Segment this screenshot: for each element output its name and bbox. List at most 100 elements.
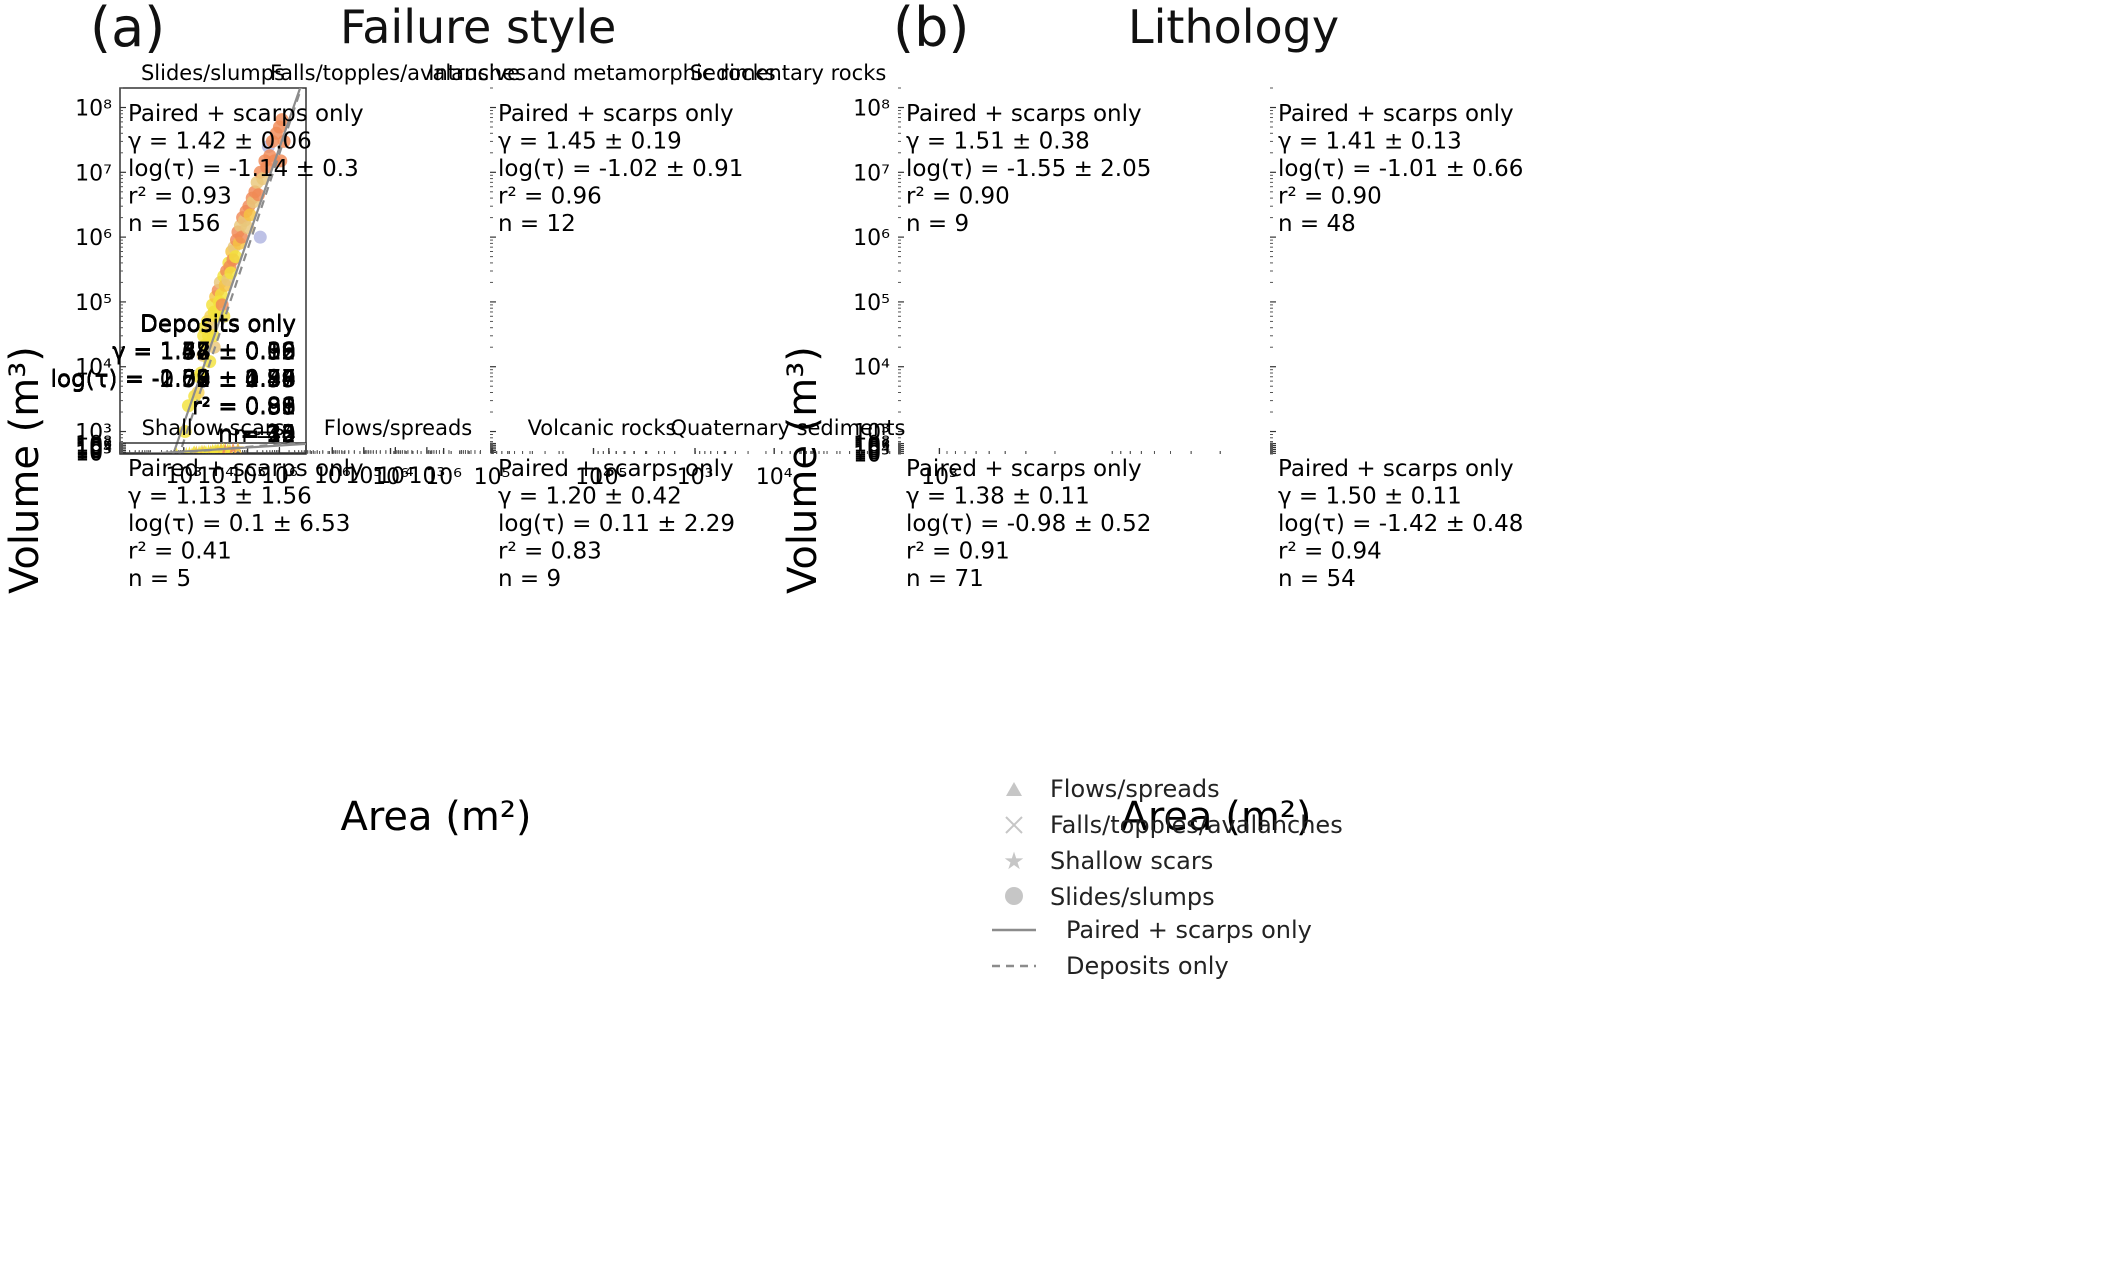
x-tick-label: 10³ (921, 465, 958, 490)
data-point-circle (547, 284, 560, 297)
fit-line-deposits (306, 30, 490, 688)
data-point-circle (445, 439, 458, 452)
data-layer (172, 88, 303, 454)
data-point-star: ★ (211, 440, 225, 459)
cross-stroke (359, 186, 371, 198)
fit-line-deposits (163, 443, 306, 453)
data-point-circle (689, 245, 702, 258)
annot-paired-label: Paired + scarps only (498, 456, 734, 482)
cross-stroke (348, 200, 360, 212)
data-point-circle (407, 146, 420, 159)
data-point-circle (702, 442, 715, 455)
data-point-circle (708, 442, 721, 455)
cross-stroke (619, 200, 631, 212)
annot-deposits-tau: log(τ) = -1.02 ± 1.49 (51, 367, 296, 393)
data-point-triangle (398, 153, 413, 166)
data-point-circle (573, 440, 586, 453)
data-point-circle (415, 439, 428, 452)
annot-deposits-gamma: γ = 1.47 ± 0.36 (112, 339, 296, 365)
y-tick-label: 10⁶ (853, 226, 890, 251)
data-point-circle (572, 443, 585, 456)
data-point-star: ★ (170, 444, 184, 463)
data-point-circle (569, 443, 582, 456)
annot-deposits-gamma: γ = 1.38 ± 0.15 (112, 340, 296, 366)
cross-stroke (358, 237, 370, 249)
annot-deposits-r2: r² = 0.98 (192, 395, 296, 421)
cross-stroke (370, 276, 382, 288)
data-point-circle (547, 443, 560, 456)
x-tick-label: 10⁵ (474, 465, 511, 490)
annot-deposits-label: Deposits only (140, 312, 296, 338)
annot-deposits-n: n = 35 (218, 421, 296, 447)
data-point-triangle (464, 438, 479, 451)
panel-shallow-scars: Shallow scars10³10⁴10⁵10⁶10³10⁴10⁵10⁶10⁷… (51, 311, 364, 592)
data-point-triangle (344, 438, 359, 451)
legend: Flows/spreads Falls/topples/avalanches ★… (992, 775, 1343, 980)
data-point-circle (597, 349, 610, 362)
panel-a-tag: (a) (90, 0, 166, 59)
cross-stroke (370, 276, 382, 288)
fit-line-deposits (178, 88, 303, 454)
star-icon: ★ (1003, 847, 1025, 875)
data-point-circle (474, 237, 487, 250)
data-point-star: ★ (197, 441, 211, 460)
annot-deposits-r2: r² = 0.81 (192, 395, 296, 421)
data-point-circle (545, 442, 558, 455)
data-point-circle (253, 230, 267, 244)
data-point-circle (761, 444, 774, 457)
annot-paired-tau: log(τ) = -1.55 ± 2.05 (906, 156, 1151, 182)
y-tick-label: 10⁷ (75, 434, 112, 459)
x-tick-label: 10⁵ (345, 464, 382, 489)
data-point-circle (536, 442, 549, 455)
data-point-circle (895, 394, 908, 407)
data-point-cross (358, 237, 370, 249)
data-point-circle (243, 208, 257, 222)
y-tick-label: 10⁵ (853, 438, 890, 463)
data-point-triangle (339, 439, 354, 452)
cross-stroke (355, 192, 367, 204)
annot-deposits-gamma: γ = 1.32 ± 0.16 (112, 340, 296, 366)
data-point-circle (730, 442, 743, 455)
annot-paired-tau: log(τ) = -1.14 ± 0.3 (128, 156, 359, 182)
y-tick-label: 10⁵ (75, 438, 112, 463)
data-point-circle (477, 440, 490, 453)
annot-deposits-tau: log(τ) = -1.83 ± 1.97 (51, 366, 296, 392)
annot-paired-r2: r² = 0.96 (498, 184, 602, 210)
data-point-circle (407, 438, 420, 451)
data-point-cross (345, 196, 357, 208)
annot-paired-gamma: γ = 1.51 ± 0.38 (906, 129, 1090, 155)
annot-deposits-r2: r² = 0.93 (192, 395, 296, 421)
annot-deposits-tau: log(τ) = -1.59 ± 0.74 (51, 366, 296, 392)
data-point-circle (718, 265, 731, 278)
data-point-circle (400, 166, 413, 179)
cross-stroke (363, 261, 375, 273)
legend-label-deposits: Deposits only (1066, 952, 1229, 980)
annot-paired-gamma: γ = 1.50 ± 0.11 (1278, 484, 1462, 510)
cross-stroke (365, 245, 377, 257)
cross-stroke (352, 200, 364, 212)
fit-line-paired (172, 88, 302, 454)
annot-deposits-gamma: γ = 1.48 ± 0.08 (112, 340, 296, 366)
cross-stroke (381, 306, 393, 318)
data-point-star: ★ (210, 441, 224, 460)
cross-icon (1005, 816, 1023, 834)
data-point-circle (645, 219, 658, 232)
data-point-cross (391, 322, 403, 334)
cross-stroke (352, 200, 364, 212)
annot-paired-n: n = 9 (906, 211, 969, 237)
y-tick-label: 10⁴ (853, 440, 890, 465)
panel-b-tag: (b) (893, 0, 970, 59)
data-point-circle (504, 440, 517, 453)
annot-deposits-r2: r² = 0.86 (192, 394, 296, 420)
data-point-circle (437, 192, 450, 205)
cross-stroke (374, 265, 386, 277)
data-point-triangle (651, 233, 666, 246)
legend-label-flows: Flows/spreads (1050, 775, 1220, 803)
annot-paired-gamma: γ = 1.38 ± 0.11 (906, 484, 1090, 510)
annot-deposits-label: Deposits only (140, 311, 296, 337)
annot-paired-label: Paired + scarps only (1278, 101, 1514, 127)
cross-stroke (532, 442, 544, 454)
x-tick-label: 10³ (408, 464, 445, 489)
annot-deposits-tau: log(τ) = -2.70 ± 2.58 (51, 367, 296, 393)
